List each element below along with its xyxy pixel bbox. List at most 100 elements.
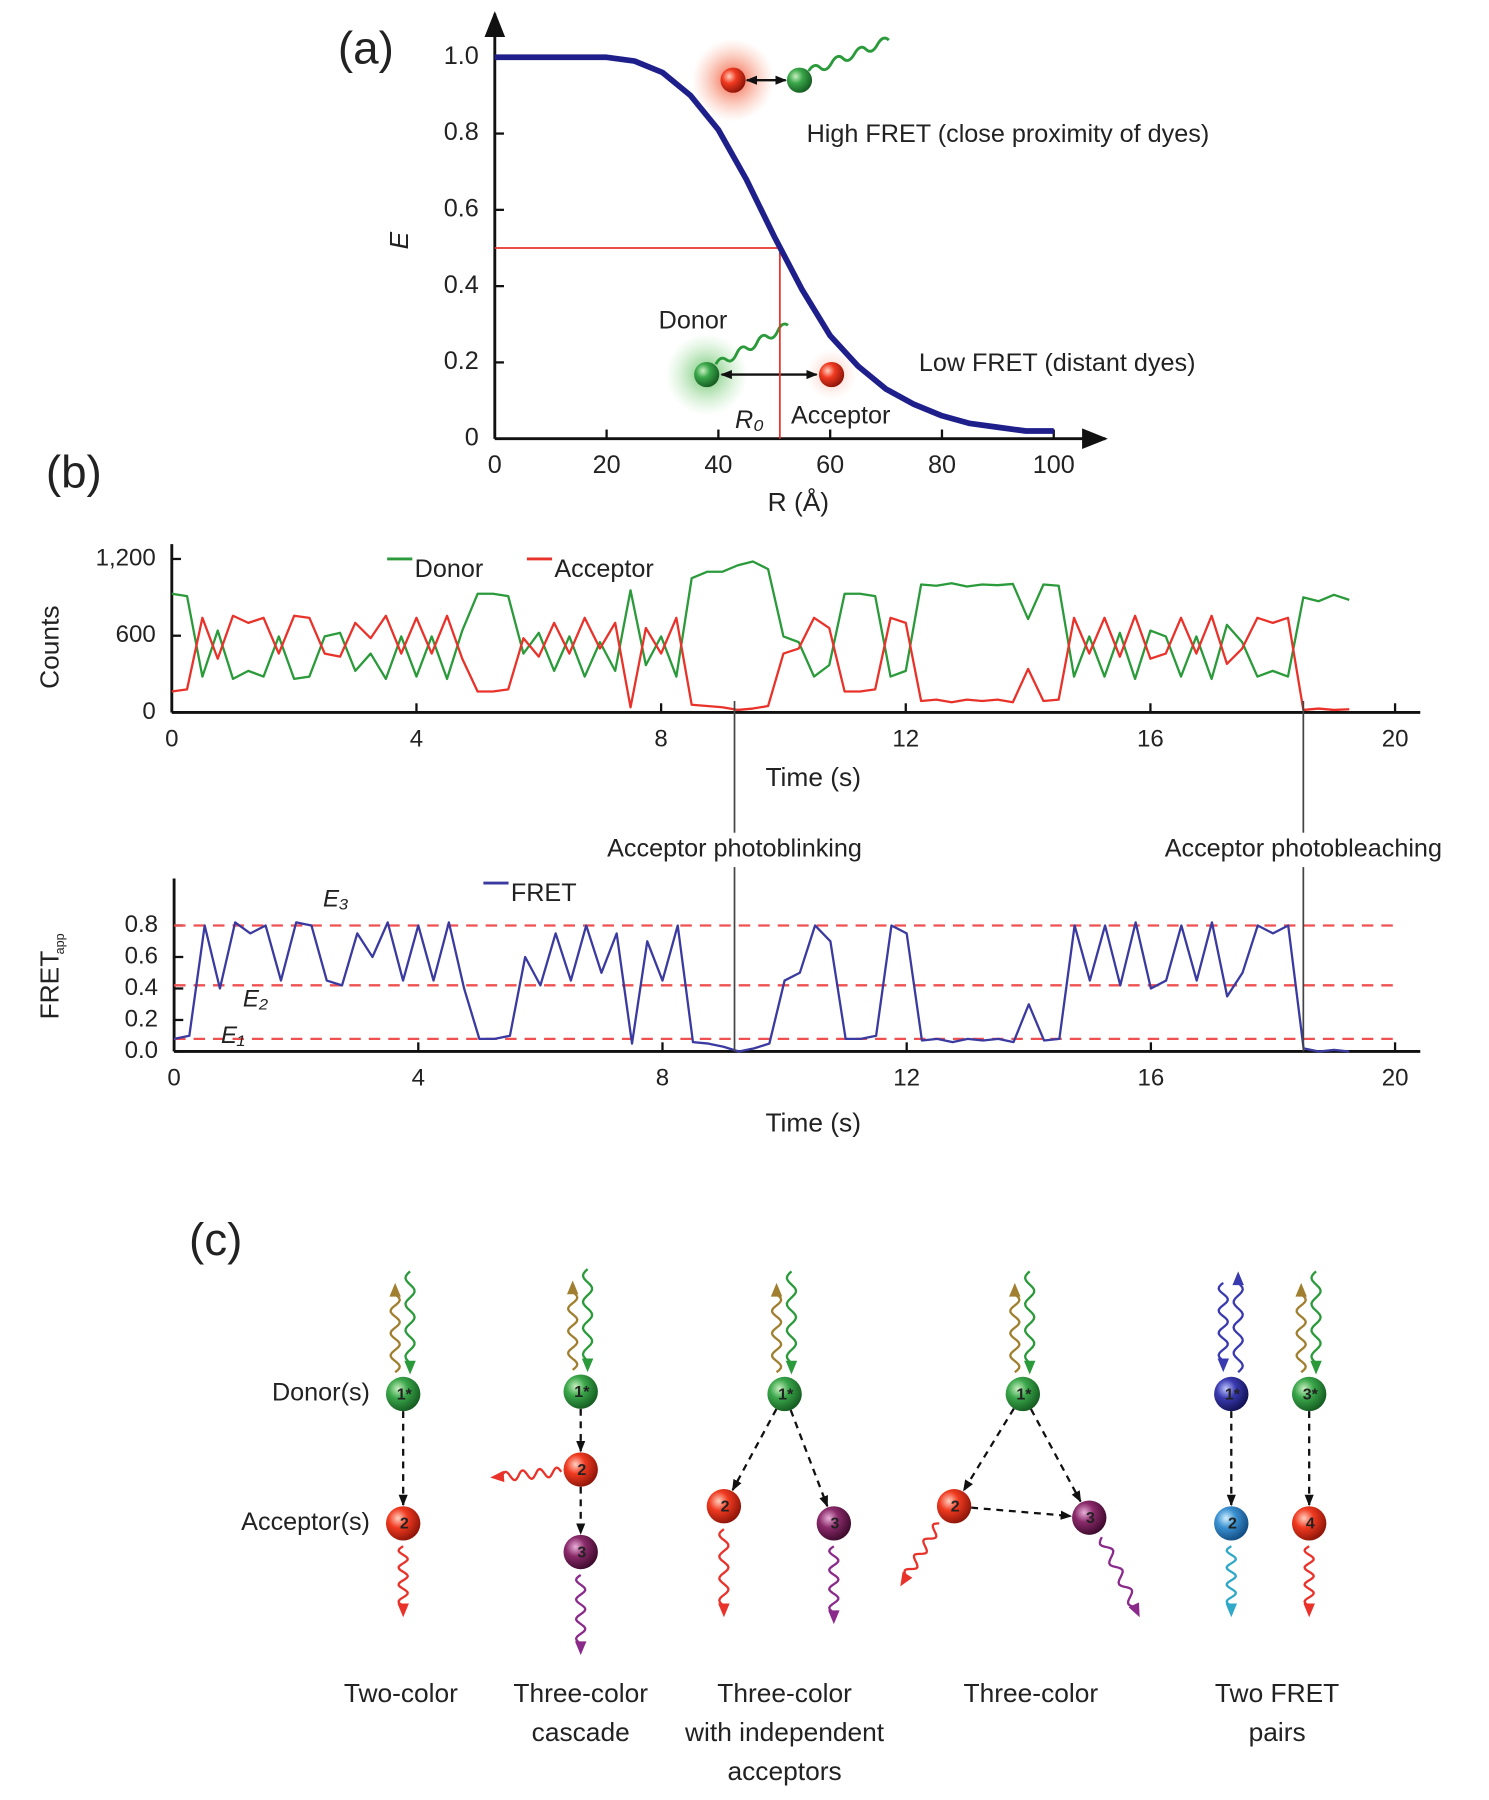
panel-label: (c) (189, 1214, 242, 1265)
dye-node (1291, 1506, 1327, 1541)
dye-node-label: 3 (1086, 1509, 1095, 1527)
y-axis-label-subscript: app (53, 933, 67, 954)
legend-label: Donor (415, 555, 484, 583)
photon-wave (404, 1270, 416, 1364)
column-title: Three-color (717, 1678, 852, 1708)
photon-arrowhead (900, 1571, 913, 1587)
y-axis-label: Counts (34, 605, 64, 688)
photon-arrowhead (1023, 1360, 1036, 1375)
annotation: Donor (659, 307, 728, 335)
column-title: Three-color (513, 1678, 648, 1708)
dye-node-label: 1* (778, 1385, 794, 1403)
x-tick-label: 4 (412, 1064, 425, 1091)
photon-wave (581, 1268, 594, 1362)
dye-node (563, 1534, 598, 1570)
dye-node-label: 1* (397, 1385, 413, 1403)
dye-node (767, 1376, 802, 1412)
y-tick-label: 0.6 (125, 942, 158, 969)
photon-arrowhead (718, 1603, 730, 1618)
x-tick-label: 40 (704, 451, 732, 479)
photon-arrowhead (1009, 1282, 1021, 1297)
photon-arrowhead (574, 1641, 587, 1656)
row-label: Acceptor(s) (241, 1508, 370, 1536)
dye-node-label: 1* (1225, 1385, 1241, 1403)
dye-node (563, 1374, 598, 1409)
photon-wave (785, 1270, 798, 1364)
y-tick-label: 1.0 (444, 42, 479, 70)
dye-node (1214, 1506, 1249, 1541)
energy-transfer (971, 1506, 1073, 1520)
y-tick-label: 0.2 (125, 1005, 158, 1032)
dye-node-label: 2 (951, 1498, 960, 1516)
photon-arrowhead (1128, 1602, 1140, 1618)
dye-node-label: 3 (577, 1543, 586, 1561)
photon-arrowhead (1295, 1282, 1307, 1297)
event-label-bg (562, 832, 907, 868)
dye-node (816, 1506, 852, 1541)
energy-transfer (789, 1409, 829, 1508)
energy-transfer (962, 1408, 1015, 1492)
dye-node-label: 3* (1303, 1385, 1319, 1403)
photon-wave (500, 1466, 563, 1482)
photon-arrowhead (1217, 1358, 1229, 1373)
dye-node-label: 4 (1306, 1515, 1315, 1533)
column-title: with independent (684, 1717, 885, 1747)
photon-wave (1009, 1293, 1021, 1374)
dye-node-label: 1* (574, 1383, 590, 1401)
y-axis-label: FRET (34, 951, 64, 1020)
x-tick-label: 0 (167, 1064, 180, 1091)
panel-label: (b) (46, 446, 102, 497)
x-tick-label: 8 (656, 1064, 669, 1091)
x-tick-label: 100 (1033, 451, 1075, 479)
event-label-bg (1131, 832, 1476, 868)
column-title: Three-color (964, 1678, 1099, 1708)
event-label: Acceptor photoblinking (607, 835, 862, 863)
x-tick-label: 12 (892, 725, 919, 752)
photon-wave (389, 1293, 401, 1374)
column-title: cascade (532, 1717, 630, 1747)
reference-label: R₀ (735, 406, 764, 434)
series-line (494, 54, 1054, 434)
y-tick-label: 0.4 (125, 974, 158, 1001)
x-tick-label: 16 (1138, 1064, 1165, 1091)
y-tick-label: 0.2 (444, 347, 479, 375)
event-label: Acceptor photobleaching (1165, 835, 1442, 863)
photon-wave (1232, 1282, 1244, 1374)
x-tick-label: 8 (654, 725, 667, 752)
photon-wave (1303, 1545, 1316, 1607)
photon-wave (1225, 1545, 1238, 1607)
photon-arrowhead (1225, 1603, 1238, 1618)
photon-arrowhead (566, 1280, 579, 1295)
photon-arrowhead (581, 1358, 594, 1373)
dye-node-label: 2 (577, 1461, 586, 1479)
row-label: Donor(s) (272, 1379, 370, 1407)
energy-transfer (731, 1408, 778, 1492)
photon-wave (1217, 1281, 1230, 1362)
y-tick-label: 600 (116, 621, 156, 648)
photon-arrowhead (389, 1282, 401, 1297)
y-tick-label: 0 (465, 423, 479, 451)
legend-label: Acceptor (554, 555, 653, 583)
column-title: Two FRET (1215, 1678, 1339, 1708)
dye-node (1072, 1500, 1107, 1535)
photon-arrowhead (1232, 1271, 1244, 1286)
x-tick-label: 4 (410, 725, 423, 752)
dye-node (1005, 1376, 1041, 1412)
x-tick-label: 0 (488, 451, 502, 479)
annotation: Low FRET (distant dyes) (919, 349, 1196, 377)
photon-wave (903, 1522, 940, 1578)
x-axis-label: R (Å) (768, 487, 829, 517)
y-tick-label: 1,200 (96, 544, 156, 571)
y-tick-label: 0 (142, 698, 155, 725)
dye-node-label: 1* (1016, 1385, 1032, 1403)
photon-wave (1098, 1536, 1136, 1609)
dye-node (936, 1489, 972, 1524)
x-tick-label: 60 (816, 451, 844, 479)
photon-wave (397, 1545, 410, 1607)
panel-label: (a) (338, 23, 394, 74)
level-label: E₃ (323, 886, 349, 913)
photon-arrowhead (404, 1360, 416, 1375)
dye-node-label: 2 (400, 1515, 409, 1533)
photon-wave (770, 1293, 783, 1374)
